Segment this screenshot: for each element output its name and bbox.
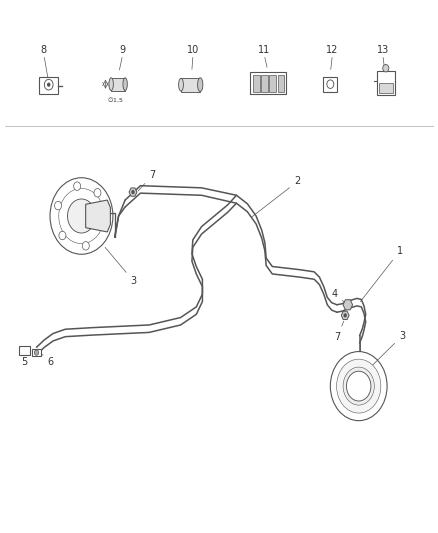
Text: 3: 3 — [369, 330, 406, 368]
Text: 5: 5 — [21, 350, 28, 367]
FancyBboxPatch shape — [32, 349, 41, 357]
FancyBboxPatch shape — [323, 77, 337, 92]
Text: 13: 13 — [377, 45, 389, 55]
Circle shape — [74, 182, 81, 190]
Circle shape — [330, 352, 387, 421]
Circle shape — [383, 64, 389, 72]
FancyBboxPatch shape — [251, 72, 286, 94]
Text: 12: 12 — [325, 45, 338, 55]
Ellipse shape — [198, 78, 203, 92]
Text: 7: 7 — [138, 170, 156, 191]
Circle shape — [55, 201, 62, 210]
Bar — [111, 78, 125, 91]
Circle shape — [47, 83, 50, 87]
Text: 9: 9 — [119, 45, 125, 55]
Text: 10: 10 — [187, 45, 199, 55]
Text: 1: 1 — [360, 246, 403, 302]
Text: 8: 8 — [40, 45, 46, 55]
Text: 7: 7 — [335, 321, 344, 342]
Circle shape — [131, 190, 135, 194]
Polygon shape — [86, 200, 110, 232]
FancyBboxPatch shape — [261, 75, 268, 92]
FancyBboxPatch shape — [278, 75, 285, 92]
Circle shape — [101, 222, 108, 231]
Text: 11: 11 — [258, 45, 271, 55]
FancyBboxPatch shape — [253, 75, 260, 92]
Circle shape — [50, 177, 113, 254]
Ellipse shape — [179, 78, 184, 91]
Circle shape — [82, 241, 89, 250]
Text: 6: 6 — [42, 354, 54, 367]
FancyBboxPatch shape — [379, 83, 393, 93]
FancyBboxPatch shape — [39, 77, 58, 94]
Circle shape — [34, 350, 39, 356]
Circle shape — [346, 371, 371, 401]
Circle shape — [59, 231, 66, 240]
Ellipse shape — [109, 78, 113, 91]
Text: 2: 2 — [252, 176, 301, 217]
Text: $\emptyset$1,5: $\emptyset$1,5 — [107, 96, 124, 104]
FancyBboxPatch shape — [269, 75, 276, 92]
Circle shape — [336, 359, 381, 413]
Ellipse shape — [123, 78, 127, 91]
Circle shape — [343, 313, 347, 318]
Circle shape — [94, 189, 101, 197]
Circle shape — [103, 212, 110, 220]
Text: 4: 4 — [331, 289, 346, 303]
Bar — [181, 78, 200, 92]
Circle shape — [67, 199, 95, 233]
Circle shape — [343, 367, 374, 405]
Text: 3: 3 — [105, 247, 137, 286]
FancyBboxPatch shape — [377, 71, 395, 95]
FancyBboxPatch shape — [18, 346, 30, 356]
